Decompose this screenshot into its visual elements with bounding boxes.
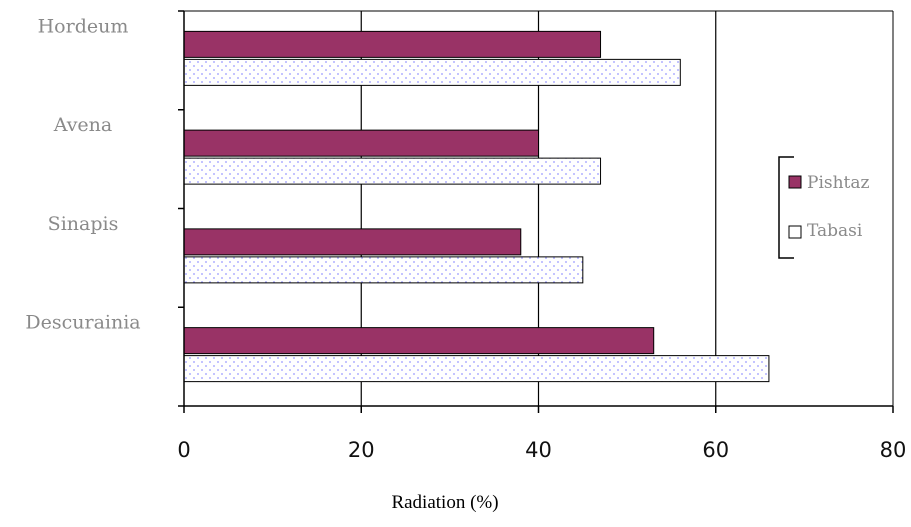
x-tick-labels: 0 20 40 60 80 [177,438,906,462]
x-tick-label-60: 60 [702,438,729,462]
legend-label-tabasi: Tabasi [807,221,863,241]
x-tick-label-80: 80 [880,438,907,462]
bar-descurainia-pishtaz [183,327,655,355]
y-axis-ticks [178,10,184,407]
bar-avena-tabasi [183,157,602,185]
bar-hordeum-pishtaz [183,30,602,58]
legend-label-pishtaz: Pishtaz [807,173,870,193]
bar-descurainia-tabasi [183,355,770,383]
x-tick-label-20: 20 [348,438,375,462]
x-tick-label-40: 40 [525,438,552,462]
legend-swatch-tabasi [788,225,802,239]
category-label-sinapis: Sinapis [48,213,119,235]
x-tick-label-0: 0 [177,438,190,462]
x-axis-ticks [183,406,894,413]
legend-swatch-pishtaz [788,175,802,189]
bars [183,30,770,383]
bar-sinapis-tabasi [183,256,584,284]
bar-sinapis-pishtaz [183,228,522,256]
category-label-hordeum: Hordeum [38,15,129,37]
category-labels: Hordeum Avena Sinapis Descurainia [25,15,140,333]
category-label-descurainia: Descurainia [25,312,140,334]
legend-bracket [778,156,794,259]
bar-avena-pishtaz [183,129,539,157]
x-axis-title: Radiation (%) [391,492,498,513]
category-label-avena: Avena [53,114,113,136]
legend: Pishtaz Tabasi [778,156,870,259]
bar-hordeum-tabasi [183,58,681,86]
